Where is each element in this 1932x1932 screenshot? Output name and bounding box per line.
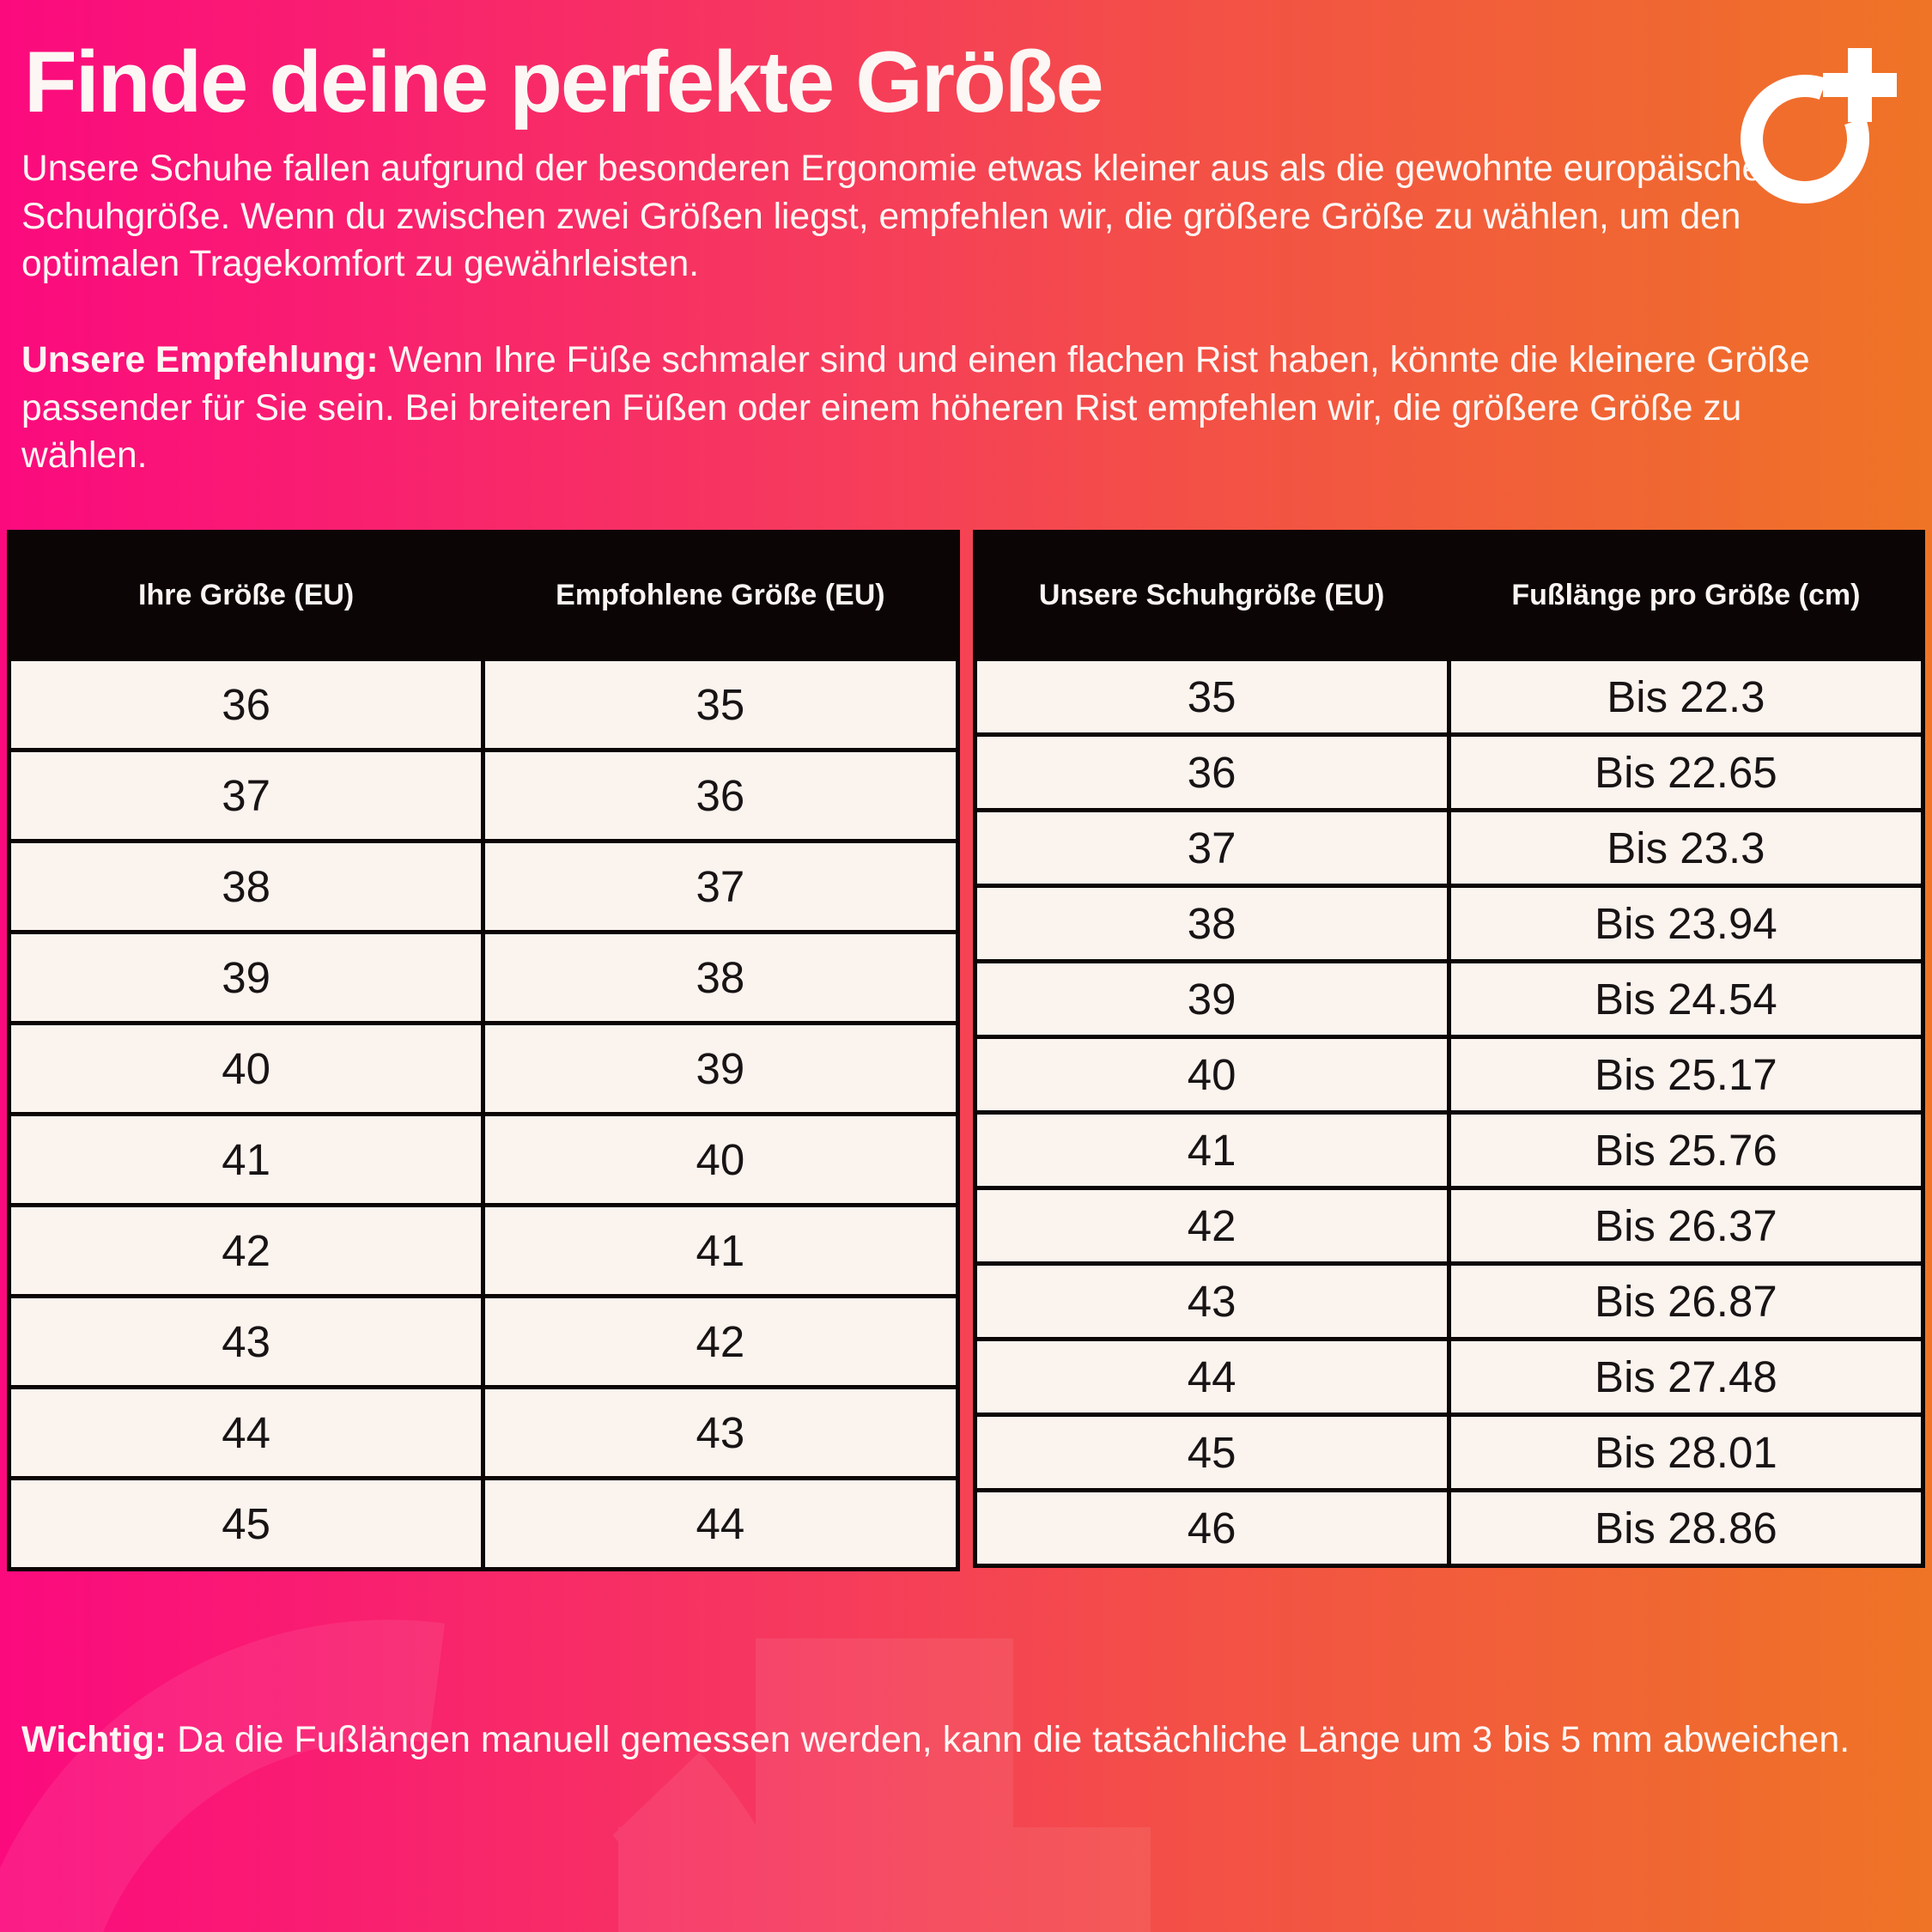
table-cell: 41 [481,1203,960,1299]
table-row: 39 38 [6,930,960,1026]
table-row: 36 35 [6,657,960,753]
table-cell: 45 [6,1476,486,1572]
table-row: 46 Bis 28.86 [972,1488,1926,1569]
table-row: 45 Bis 28.01 [972,1413,1926,1493]
foot-length-table: Unsere Schuhgröße (EU) Fußlänge pro Größe… [972,530,1926,1569]
table-cell: 36 [972,732,1451,813]
table-cell: 42 [972,1186,1451,1267]
table-cell: 37 [481,839,960,935]
table-cell: Bis 27.48 [1446,1337,1926,1418]
table-cell: 40 [6,1021,486,1117]
column-header: Unsere Schuhgröße (EU) [972,530,1451,662]
table-cell: 42 [6,1203,486,1299]
table-cell: 45 [972,1413,1451,1493]
o-plus-logo-icon [1741,48,1897,204]
table-cell: 38 [6,839,486,935]
table-row: 44 43 [6,1385,960,1481]
table-cell: Bis 28.01 [1446,1413,1926,1493]
table-cell: 38 [481,930,960,1026]
tables-section: Ihre Größe (EU) Empfohlene Größe (EU) 36 35… [6,530,1926,1572]
table-cell: Bis 26.87 [1446,1261,1926,1342]
table-cell: 36 [481,748,960,844]
size-conversion-table: Ihre Größe (EU) Empfohlene Größe (EU) 36 35… [6,530,960,1572]
table-row: 41 Bis 25.76 [972,1110,1926,1191]
table-cell: 36 [6,657,486,753]
table-cell: 43 [481,1385,960,1481]
table-cell: Bis 22.3 [1446,657,1926,738]
note-text: Wichtig: Da die Fußlängen manuell gemess… [21,1719,1850,1761]
column-header: Fußlänge pro Größe (cm) [1446,530,1926,662]
table-cell: 46 [972,1488,1451,1569]
table-row: 40 Bis 25.17 [972,1035,1926,1115]
table-row: 43 42 [6,1294,960,1390]
table-cell: 39 [6,930,486,1026]
table-row: 39 Bis 24.54 [972,959,1926,1040]
table-cell: 39 [972,959,1451,1040]
table-row: 38 Bis 23.94 [972,884,1926,964]
table-row: 41 40 [6,1112,960,1208]
table-cell: 37 [972,808,1451,889]
table-row: 40 39 [6,1021,960,1117]
table-cell: 44 [972,1337,1451,1418]
table-cell: 37 [6,748,486,844]
column-header: Ihre Größe (EU) [6,530,486,662]
table-row: 37 36 [6,748,960,844]
table-cell: Bis 28.86 [1446,1488,1926,1569]
table-cell: Bis 26.37 [1446,1186,1926,1267]
table-cell: 39 [481,1021,960,1117]
column-header: Empfohlene Größe (EU) [481,530,960,662]
table-cell: 43 [972,1261,1451,1342]
table-cell: 41 [972,1110,1451,1191]
recommendation-label: Unsere Empfehlung: [21,340,379,381]
recommendation-text: Unsere Empfehlung: Wenn Ihre Füße schmal… [21,340,1810,477]
table-cell: 42 [481,1294,960,1390]
table-cell: 43 [6,1294,486,1390]
table-row: 44 Bis 27.48 [972,1337,1926,1418]
table-cell: Bis 25.17 [1446,1035,1926,1115]
table-cell: 41 [6,1112,486,1208]
table-cell: 40 [972,1035,1451,1115]
header-row: Unsere Schuhgröße (EU) Fußlänge pro Größe… [972,530,1926,662]
table-row: 38 37 [6,839,960,935]
page-title: Finde deine perfekte Größe [24,34,1104,131]
table-cell: 38 [972,884,1451,964]
table-cell: 35 [481,657,960,753]
table-cell: Bis 24.54 [1446,959,1926,1040]
table-row: 45 44 [6,1476,960,1572]
table-row: 35 Bis 22.3 [972,657,1926,738]
table-row: 43 Bis 26.87 [972,1261,1926,1342]
table-cell: 44 [481,1476,960,1572]
table-row: 36 Bis 22.65 [972,732,1926,813]
table-cell: Bis 23.3 [1446,808,1926,889]
table-cell: 44 [6,1385,486,1481]
header-row: Ihre Größe (EU) Empfohlene Größe (EU) [6,530,960,662]
table-cell: 35 [972,657,1451,738]
intro-text: Unsere Schuhe fallen aufgrund der besond… [21,149,1763,285]
note-label: Wichtig: [21,1719,167,1761]
table-cell: Bis 25.76 [1446,1110,1926,1191]
table-cell: 40 [481,1112,960,1208]
table-row: 37 Bis 23.3 [972,808,1926,889]
table-cell: Bis 23.94 [1446,884,1926,964]
table-row: 42 Bis 26.37 [972,1186,1926,1267]
table-row: 42 41 [6,1203,960,1299]
table-cell: Bis 22.65 [1446,732,1926,813]
